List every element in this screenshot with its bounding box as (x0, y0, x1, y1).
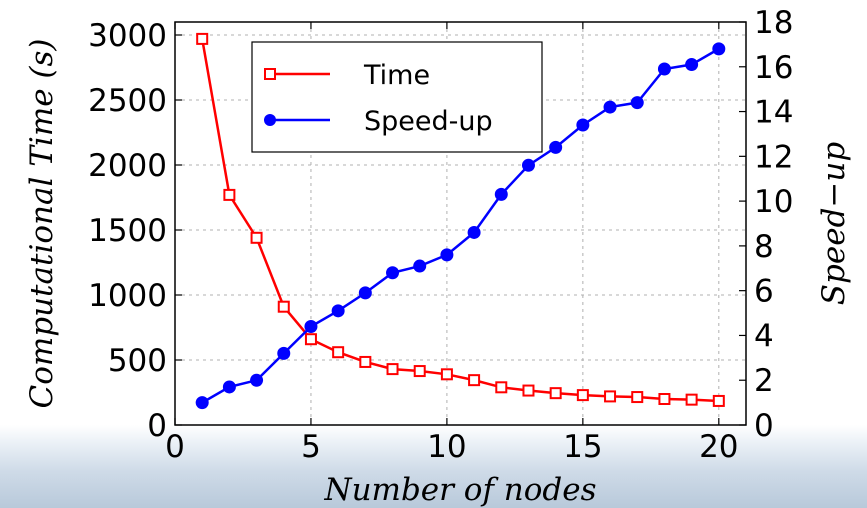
speed-up-point (685, 58, 699, 72)
time-point (440, 368, 453, 381)
y-left-tick-label: 0 (147, 408, 167, 444)
x-tick-label: 15 (563, 429, 602, 465)
time-point (196, 32, 209, 45)
y-right-tick-label: 6 (754, 274, 774, 310)
time-point (277, 300, 290, 313)
time-point (332, 346, 345, 359)
legend: Time Speed-up (251, 41, 543, 153)
speed-up-point (549, 140, 563, 154)
time-point (631, 391, 644, 404)
speed-up-point (467, 225, 481, 239)
speed-up-point (576, 118, 590, 132)
time-point (604, 390, 617, 403)
time-point (386, 363, 399, 376)
speed-up-point (657, 62, 671, 76)
y-right-tick-label: 2 (754, 363, 774, 399)
y-right-tick-label: 10 (754, 184, 793, 220)
x-tick-label: 20 (699, 429, 738, 465)
y-right-tick-label: 0 (754, 408, 774, 444)
y-right-tick-label: 18 (754, 5, 793, 41)
legend-box (251, 41, 543, 153)
y-right-tick-label: 4 (754, 318, 774, 354)
y-right-tick-label: 14 (754, 95, 793, 131)
speed-up-point (386, 266, 400, 280)
speed-up-point (304, 319, 318, 333)
time-point (495, 381, 508, 394)
y-left-tick-label: 2500 (88, 83, 167, 119)
series-layer (195, 32, 726, 410)
x-tick-label: 0 (165, 429, 185, 465)
x-tick-label: 10 (427, 429, 466, 465)
speed-up-point (195, 396, 209, 410)
time-point (468, 374, 481, 387)
speed-up-point (358, 286, 372, 300)
legend-time-label: Time (363, 60, 430, 91)
time-point (359, 355, 372, 368)
speed-up-point (603, 100, 617, 114)
y-left-tick-label: 2000 (88, 148, 167, 184)
plot-frame (174, 21, 747, 426)
time-point (576, 389, 589, 402)
speed-up-point (277, 346, 291, 360)
time-point (223, 188, 236, 201)
time-point (522, 384, 535, 397)
speed-up-point (250, 373, 264, 387)
speed-up-point (521, 158, 535, 172)
y-left-tick-label: 3000 (88, 18, 167, 54)
speed-up-point (630, 96, 644, 110)
x-tick-label: 5 (301, 429, 321, 465)
time-point (304, 333, 317, 346)
tick-layer: 0 5 10 15 20 0 500 1000 1500 2000 2500 3000 0 2 4 6 8 10 1… (88, 5, 793, 465)
time-point (250, 231, 263, 244)
speed-up-point (440, 248, 454, 262)
speed-up-point (331, 304, 345, 318)
y-left-tick-label: 1500 (88, 213, 167, 249)
background-gradient-band (0, 425, 867, 508)
speed-up-point (413, 259, 427, 273)
y-right-tick-label: 16 (754, 50, 793, 86)
y-right-axis-title: Speed−up (816, 142, 852, 306)
y-right-tick-label: 8 (754, 229, 774, 265)
time-point (712, 394, 725, 407)
time-point (685, 393, 698, 406)
speed-up-point (494, 187, 508, 201)
y-left-tick-label: 500 (108, 343, 167, 379)
legend-time-marker (264, 68, 276, 80)
legend-speedup-marker (264, 114, 276, 126)
legend-speedup-label: Speed-up (364, 106, 493, 137)
x-axis-title: Number of nodes (323, 472, 596, 508)
speed-up-point (222, 380, 236, 394)
time-point (658, 393, 671, 405)
speed-up-point (712, 42, 726, 56)
y-left-axis-title: Computational Time (s) (24, 38, 60, 408)
y-left-tick-label: 1000 (88, 278, 167, 314)
time-point (549, 387, 562, 400)
y-right-tick-label: 12 (754, 139, 793, 175)
time-point (413, 365, 426, 378)
